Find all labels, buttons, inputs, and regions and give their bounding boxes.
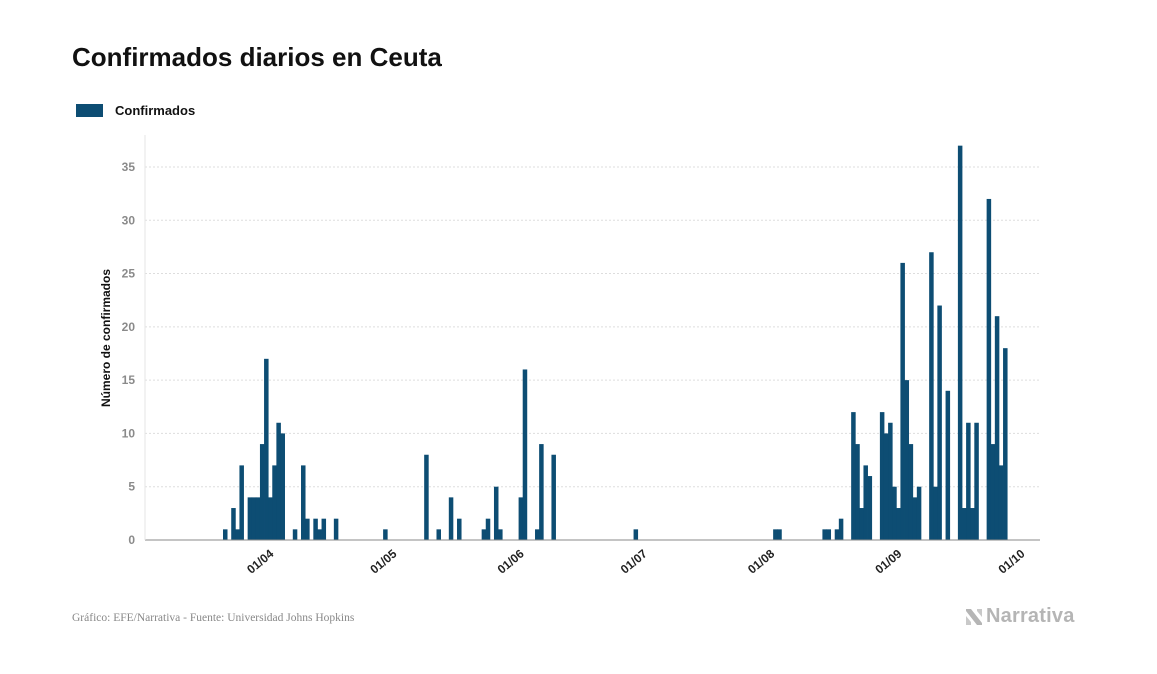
bar <box>912 497 918 540</box>
y-ticks: 0 5 10 15 20 25 30 35 <box>122 160 136 547</box>
y-tick-label: 15 <box>122 373 136 387</box>
bar <box>863 465 868 540</box>
bar <box>272 465 277 540</box>
narrativa-logo: Narrativa <box>964 605 1075 628</box>
x-tick-label: 01/06 <box>495 546 527 576</box>
bar <box>551 454 556 540</box>
bar <box>223 529 228 540</box>
bar <box>908 444 914 540</box>
bar <box>457 518 462 540</box>
bar <box>235 529 240 540</box>
bar <box>231 508 236 540</box>
bar <box>436 529 441 540</box>
bar <box>255 497 261 540</box>
grid-lines <box>145 166 1040 488</box>
x-tick-label: 01/08 <box>745 546 777 576</box>
legend-label: Confirmados <box>115 103 196 118</box>
bar <box>292 529 298 540</box>
bar <box>259 444 265 540</box>
bar <box>280 433 285 540</box>
bar <box>867 476 873 540</box>
bar <box>301 465 306 540</box>
bar <box>485 518 491 540</box>
y-tick-label: 5 <box>128 480 135 494</box>
bar <box>424 454 429 540</box>
bar <box>962 508 967 540</box>
bars <box>223 145 1008 541</box>
bar <box>834 529 840 540</box>
bar <box>822 529 827 540</box>
bar <box>904 380 910 540</box>
bar <box>966 422 971 540</box>
bar <box>239 465 244 540</box>
bar <box>994 316 1000 540</box>
bar <box>251 497 257 540</box>
bar <box>838 518 844 540</box>
bar <box>879 412 885 540</box>
bar <box>888 422 893 540</box>
bar <box>276 422 281 540</box>
y-tick-label: 25 <box>122 267 136 281</box>
bar <box>305 518 310 540</box>
bar <box>633 529 639 540</box>
legend: Confirmados <box>76 103 195 118</box>
logo-text: Narrativa <box>986 605 1075 627</box>
bar <box>383 529 388 540</box>
bar <box>448 497 454 540</box>
bar <box>883 433 889 540</box>
bar <box>957 145 963 540</box>
legend-swatch <box>76 104 103 117</box>
bar <box>1003 348 1008 540</box>
x-tick-label: 01/07 <box>618 546 650 576</box>
bar <box>268 497 273 540</box>
x-tick-label: 01/09 <box>872 546 904 576</box>
bar <box>773 529 778 540</box>
bar <box>264 358 269 540</box>
x-ticks: 01/04 01/05 01/06 01/07 01/08 01/09 01/10 <box>244 546 1028 576</box>
bar <box>937 305 942 540</box>
narrativa-n-icon <box>966 608 982 625</box>
bar <box>900 262 905 540</box>
bar <box>986 198 992 540</box>
bar <box>974 422 979 540</box>
bar <box>916 486 922 540</box>
bar <box>896 508 901 540</box>
x-tick-label: 01/10 <box>996 546 1028 576</box>
bar <box>855 444 860 540</box>
bar <box>990 444 996 540</box>
bar <box>321 518 327 540</box>
x-tick-label: 01/05 <box>367 546 399 576</box>
bar <box>945 390 951 540</box>
y-tick-label: 0 <box>128 533 135 547</box>
bar <box>777 529 782 540</box>
bar <box>826 529 832 540</box>
y-tick-label: 35 <box>122 160 136 174</box>
y-tick-label: 30 <box>122 213 136 227</box>
bar <box>522 369 528 540</box>
chart-title: Confirmados diarios en Ceuta <box>72 42 442 72</box>
bar <box>539 444 544 540</box>
bar <box>498 529 503 540</box>
bar <box>892 486 897 540</box>
x-tick-label: 01/04 <box>244 546 276 576</box>
y-tick-label: 20 <box>122 320 136 334</box>
bar <box>998 465 1004 540</box>
bar <box>317 529 322 540</box>
bar <box>481 529 487 540</box>
bar <box>518 497 524 540</box>
bar <box>859 508 864 540</box>
source-note: Gráfico: EFE/Narrativa - Fuente: Univers… <box>72 612 355 624</box>
bar <box>247 497 253 540</box>
bar <box>851 412 856 540</box>
bar <box>929 252 934 541</box>
bar <box>970 508 975 540</box>
bar <box>535 529 540 540</box>
y-tick-label: 10 <box>122 426 136 440</box>
bar <box>493 486 499 540</box>
bar <box>313 518 318 540</box>
bar <box>333 518 339 540</box>
bar <box>933 486 938 540</box>
